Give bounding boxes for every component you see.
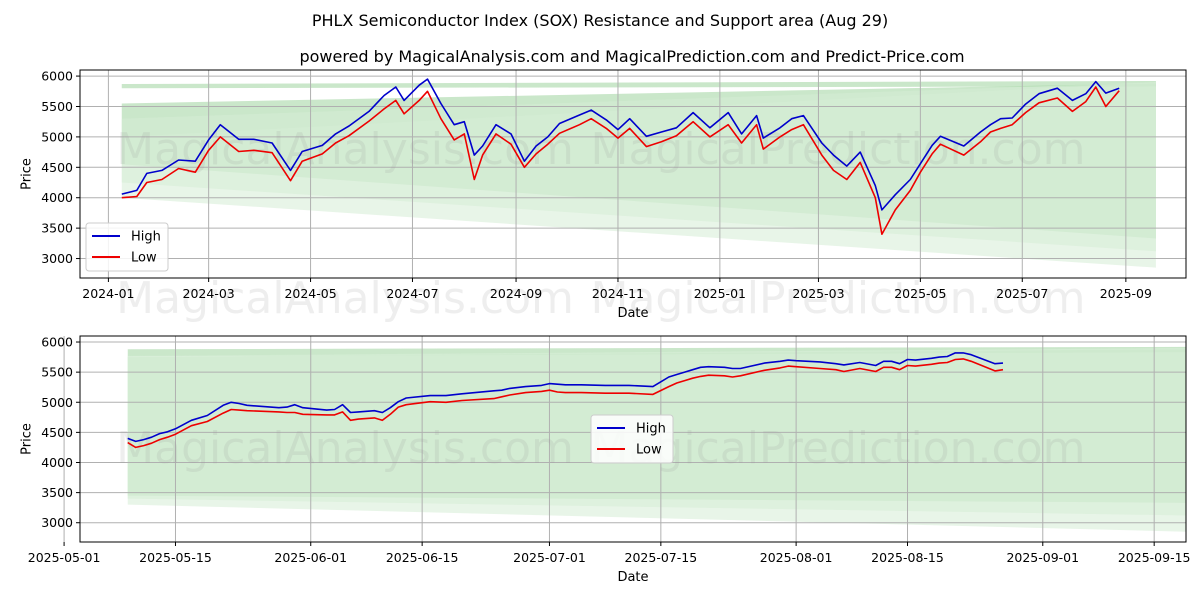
chart-title: PHLX Semiconductor Index (SOX) Resistanc… <box>312 11 888 30</box>
bottom-y-tick-label: 5000 <box>41 395 73 410</box>
bottom-y-ticks: 3000 3500 4000 4500 5000 5500 6000 <box>41 335 80 530</box>
bottom-y-tick-label: 3000 <box>41 515 73 530</box>
bottom-y-tick-label: 6000 <box>41 335 73 350</box>
top-x-axis-label: Date <box>617 306 648 321</box>
top-x-tick-label: 2024-01 <box>82 286 134 301</box>
top-x-tick-label: 2024-03 <box>183 286 235 301</box>
bottom-watermark-left: MagicalAnalysis.com <box>116 423 574 474</box>
bottom-y-tick-label: 5500 <box>41 365 73 380</box>
top-watermark-left-lower: MagicalAnalysis.com <box>116 273 574 324</box>
top-x-tick-label: 2025-01 <box>694 286 746 301</box>
top-y-tick-label: 5000 <box>41 129 73 144</box>
bottom-chart-panel: MagicalAnalysis.com MagicalPrediction.co… <box>20 335 1191 585</box>
bottom-series-low-line <box>127 358 1004 449</box>
bottom-x-tick-label: 2025-09-01 <box>1006 550 1079 565</box>
top-band-resistance <box>121 80 1156 89</box>
top-y-tick-label: 4000 <box>41 190 73 205</box>
top-x-tick-label: 2024-05 <box>284 286 336 301</box>
bottom-x-tick-label: 2025-05-15 <box>139 550 212 565</box>
top-y-ticks: 3000 3500 4000 4500 5000 5500 6000 <box>41 69 80 266</box>
top-y-tick-label: 3500 <box>41 221 73 236</box>
bottom-axes-frame <box>79 335 1187 543</box>
bottom-line-layer <box>127 352 1004 449</box>
top-y-tick-label: 3000 <box>41 251 73 266</box>
bottom-legend-label-high: High <box>636 422 666 437</box>
bottom-y-tick-label: 4500 <box>41 425 73 440</box>
top-legend-label-low: Low <box>131 251 157 266</box>
bottom-x-tick-label: 2025-06-01 <box>274 550 347 565</box>
bottom-x-tick-label: 2025-05-01 <box>28 550 101 565</box>
top-x-tick-label: 2024-09 <box>490 286 542 301</box>
bottom-x-tick-label: 2025-06-15 <box>386 550 459 565</box>
top-y-tick-label: 6000 <box>41 69 73 84</box>
top-watermark-left: MagicalAnalysis.com <box>116 124 574 175</box>
top-y-tick-label: 5500 <box>41 99 73 114</box>
top-x-tick-label: 2025-03 <box>792 286 844 301</box>
bottom-x-tick-label: 2025-08-15 <box>871 550 944 565</box>
top-band-support-outer <box>121 82 1156 268</box>
top-x-tick-label: 2024-07 <box>386 286 438 301</box>
top-x-tick-label: 2025-05 <box>894 286 946 301</box>
top-y-axis-label: Price <box>20 158 35 190</box>
top-legend: High Low <box>85 222 169 272</box>
top-grid-layer <box>80 70 1186 278</box>
top-watermark: MagicalAnalysis.com MagicalPrediction.co… <box>116 124 1085 324</box>
top-x-tick-label: 2025-07 <box>996 286 1048 301</box>
top-series-low-line <box>121 86 1120 235</box>
top-series-high-line <box>121 78 1120 211</box>
bottom-x-tick-label: 2025-08-01 <box>760 550 833 565</box>
top-legend-label-high: High <box>131 230 161 245</box>
bottom-y-axis-label: Price <box>20 423 35 455</box>
bottom-x-tick-label: 2025-07-01 <box>513 550 586 565</box>
top-band-layer <box>121 80 1156 268</box>
bottom-x-tick-label: 2025-07-15 <box>625 550 698 565</box>
bottom-y-tick-label: 4000 <box>41 455 73 470</box>
top-x-tick-label: 2024-11 <box>592 286 644 301</box>
bottom-series-high-line <box>127 352 1004 443</box>
top-chart-panel: MagicalAnalysis.com MagicalPrediction.co… <box>20 69 1187 324</box>
top-axes-frame <box>79 69 1187 279</box>
top-line-layer <box>121 78 1120 235</box>
bottom-x-ticks: 2025-05-01 2025-05-15 2025-06-01 2025-06-15… <box>28 542 1191 565</box>
bottom-x-axis-label: Date <box>617 570 648 585</box>
bottom-legend-label-low: Low <box>636 443 662 458</box>
bottom-y-tick-label: 3500 <box>41 485 73 500</box>
top-watermark-right-lower: MagicalPrediction.com <box>591 273 1086 324</box>
bottom-legend: High Low <box>590 414 674 464</box>
top-watermark-right: MagicalPrediction.com <box>591 124 1086 175</box>
top-x-tick-label: 2025-09 <box>1100 286 1152 301</box>
top-x-ticks: 2024-01 2024-03 2024-05 2024-07 2024-09 2024-… <box>82 278 1152 301</box>
bottom-x-tick-label: 2025-09-15 <box>1118 550 1191 565</box>
chart-subtitle: powered by MagicalAnalysis.com and Magic… <box>299 47 964 66</box>
top-y-tick-label: 4500 <box>41 160 73 175</box>
